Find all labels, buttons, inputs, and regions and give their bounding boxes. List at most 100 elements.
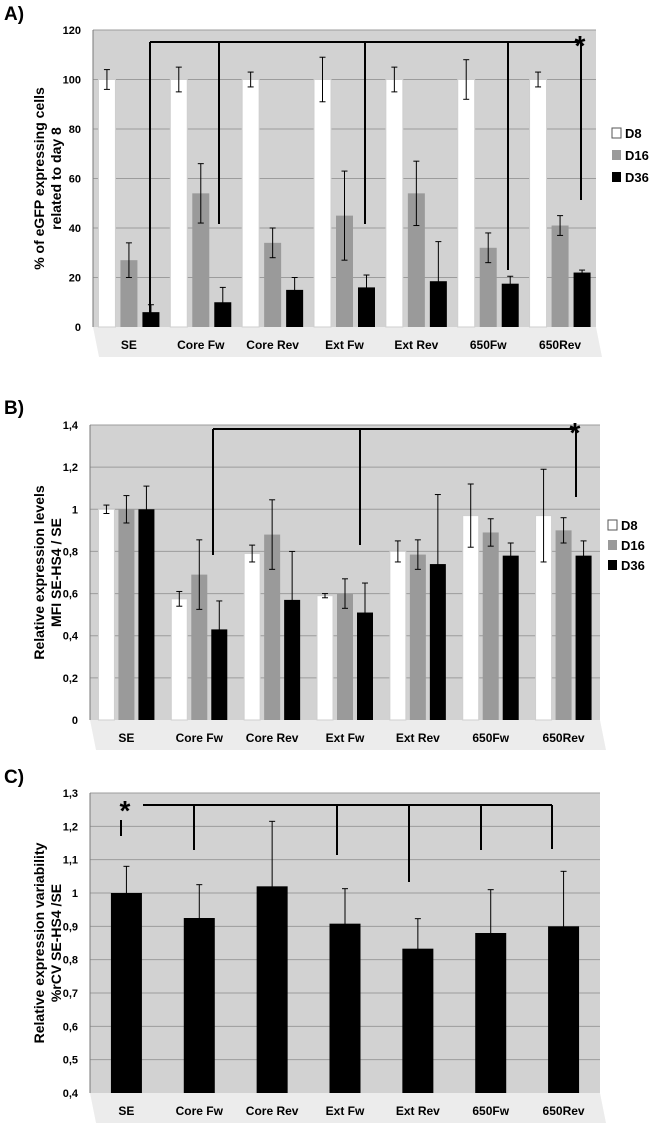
- y-tick-label: 80: [69, 124, 81, 136]
- y-tick-label: 1,3: [63, 788, 78, 800]
- x-tick-label: Ext Fw: [326, 731, 365, 745]
- y-axis-label: Relative expression variability: [31, 842, 47, 1043]
- x-tick-label: SE: [118, 1104, 134, 1118]
- bar: [502, 555, 519, 720]
- bar: [409, 554, 426, 720]
- legend-swatch: [611, 127, 622, 139]
- y-tick-label: 0,8: [63, 546, 78, 558]
- y-axis-label: % of eGFP expressing cells: [31, 87, 47, 270]
- panel-label: C): [4, 767, 24, 788]
- y-tick-label: 1,1: [63, 855, 78, 867]
- y-tick-label: 0,2: [63, 673, 78, 685]
- bar: [575, 555, 592, 720]
- legend-swatch: [608, 560, 617, 570]
- y-tick-label: 0,6: [63, 1021, 78, 1033]
- x-tick-label: 650Fw: [470, 338, 507, 352]
- bar: [429, 564, 446, 720]
- bar: [357, 612, 373, 720]
- bar: [336, 215, 353, 327]
- bar: [286, 289, 304, 327]
- x-tick-label: Ext Fw: [325, 338, 364, 352]
- y-tick-label: 0,4: [63, 631, 79, 643]
- x-tick-label: 650Fw: [472, 1104, 509, 1118]
- bar: [241, 79, 260, 328]
- x-tick-label: SE: [118, 731, 134, 745]
- bar: [110, 893, 142, 1093]
- x-tick-label: Core Fw: [177, 338, 225, 352]
- x-tick-label: Core Rev: [246, 338, 299, 352]
- y-tick-label: 0,6: [63, 589, 78, 601]
- bar: [457, 79, 476, 328]
- y-axis-label: %rCV SE-HS4 /SE: [48, 884, 64, 1002]
- bar: [264, 534, 281, 720]
- bar: [192, 193, 210, 327]
- bar: [316, 595, 334, 721]
- bar: [264, 242, 282, 327]
- panel-label: B): [4, 398, 24, 419]
- significance-star: *: [570, 417, 581, 448]
- panel-label: A): [4, 4, 24, 25]
- y-tick-label: 20: [69, 273, 81, 285]
- bar: [385, 79, 404, 328]
- bar: [169, 79, 188, 328]
- y-tick-label: 1,2: [63, 821, 78, 833]
- bar: [120, 260, 138, 327]
- y-tick-label: 1,4: [63, 420, 79, 432]
- x-tick-label: 650Rev: [539, 338, 581, 352]
- x-tick-label: Core Fw: [176, 1104, 224, 1118]
- legend-label: D36: [625, 170, 649, 185]
- bar: [170, 598, 188, 721]
- bar: [313, 79, 332, 328]
- y-tick-label: 0,7: [63, 988, 78, 1000]
- bar: [138, 509, 155, 720]
- y-tick-label: 100: [63, 75, 81, 87]
- bar: [555, 530, 572, 720]
- x-tick-label: 650Rev: [543, 1104, 585, 1118]
- y-tick-label: 0,8: [63, 955, 78, 967]
- chart-panel-b: 0 0,2 0,4 0,6 0,8 1 1,2 1,4 SE Core Fw Core Rev Ext…: [4, 398, 645, 750]
- bar: [97, 508, 115, 721]
- y-axis-label: Relative expression levels: [31, 485, 47, 660]
- chart-panel-a: 0 20 40 60 80 100 120 SE Core Fw Core Rev Ext Fw Ex…: [4, 4, 649, 357]
- y-tick-label: 0,5: [63, 1055, 78, 1067]
- legend-swatch: [608, 540, 617, 550]
- bar: [573, 272, 591, 327]
- bar: [118, 509, 135, 720]
- bar: [407, 193, 425, 327]
- bar: [337, 593, 353, 720]
- y-tick-label: 0: [75, 322, 81, 334]
- legend-swatch: [612, 172, 621, 182]
- legend-label: D36: [621, 558, 645, 573]
- x-tick-label: Ext Rev: [396, 731, 440, 745]
- plot-floor: [93, 327, 602, 357]
- bar: [191, 574, 208, 720]
- bar: [211, 629, 228, 720]
- x-tick-label: 650Fw: [472, 731, 509, 745]
- bar: [482, 532, 499, 720]
- legend-label: D8: [625, 126, 642, 141]
- chart-panel-c: 0,4 0,5 0,6 0,7 0,8 0,9 1 1,1 1,2 1,3 SE Core Fw Cor…: [4, 767, 606, 1123]
- plot-floor: [90, 1093, 606, 1123]
- legend-label: D16: [625, 148, 649, 163]
- significance-star: *: [575, 30, 586, 61]
- y-axis-label: related to day 8: [48, 127, 64, 230]
- legend-label: D8: [621, 518, 638, 533]
- y-tick-label: 0,9: [63, 921, 78, 933]
- bar: [551, 225, 569, 327]
- x-tick-label: Core Rev: [246, 1104, 299, 1118]
- legend-label: D16: [621, 538, 645, 553]
- bar: [358, 287, 375, 327]
- bar: [479, 247, 497, 327]
- plot-floor: [90, 720, 606, 750]
- y-tick-label: 0,4: [63, 1088, 79, 1100]
- y-tick-label: 0: [72, 715, 78, 727]
- x-tick-label: Core Rev: [246, 731, 299, 745]
- x-tick-label: Ext Rev: [396, 1104, 440, 1118]
- y-tick-label: 40: [69, 223, 81, 235]
- x-tick-label: Ext Fw: [326, 1104, 365, 1118]
- x-tick-label: SE: [121, 338, 137, 352]
- legend-swatch: [607, 519, 618, 531]
- legend-swatch: [612, 150, 621, 160]
- bar: [284, 599, 301, 720]
